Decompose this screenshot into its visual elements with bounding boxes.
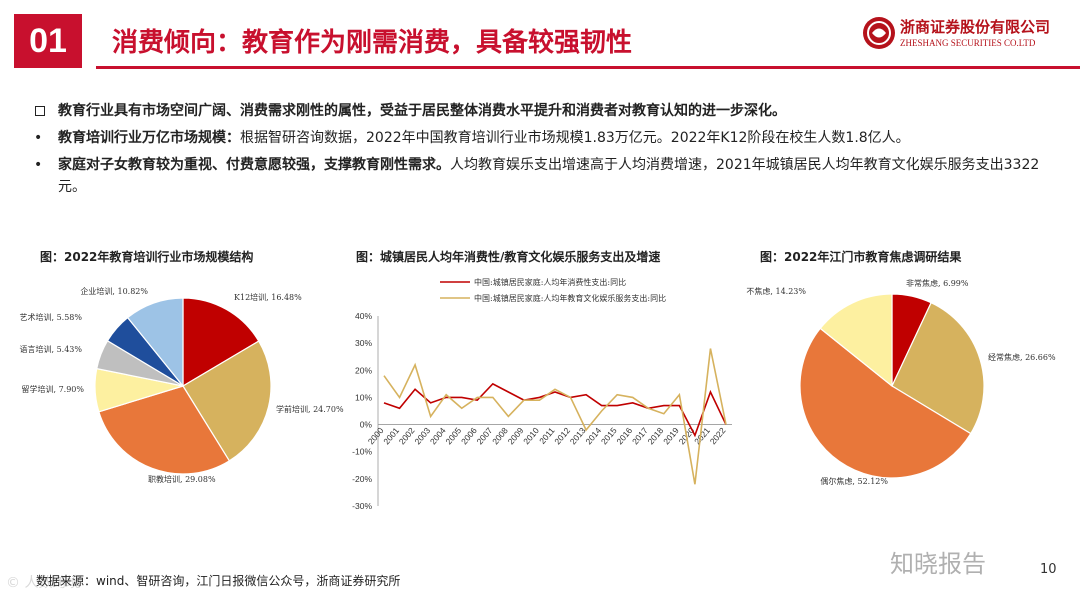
square-bullet-icon — [35, 106, 45, 116]
anxiety-survey-pie-chart: 非常焦虑, 6.99% 经常焦虑, 26.66% 偶尔焦虑, 52.12% 不焦虑, … — [746, 278, 1056, 486]
watermark-right: 知晓报告 — [890, 550, 986, 578]
bullet-bold-text: 教育行业具有市场空间广阔、消费需求刚性的属性，受益于居民整体消费水平提升和消费者… — [58, 103, 786, 119]
bullet-text: 人均教育娱乐支出增速高于人均消费增速，2021年城镇居民人均年教育文化娱乐服务支… — [58, 157, 1040, 195]
pie-slice — [98, 385, 231, 475]
spending-growth-line-chart: 中国:城镇居民家庭:人均年消费性支出:同比中国:城镇居民家庭:人均年教育文化娱乐… — [352, 277, 732, 511]
pie-slice-label: 留学培训, 7.90% — [22, 384, 85, 394]
x-tick-label: 2010 — [521, 425, 541, 446]
pie-slice — [182, 340, 272, 462]
bullet-bold-text: 家庭对子女教育较为重视、付费意愿较强，支撑教育刚性需求。 — [58, 157, 450, 173]
x-tick-label: 2014 — [583, 425, 603, 446]
y-tick-label: 10% — [355, 392, 372, 402]
bullet-item: • 教育培训行业万亿市场规模：根据智研咨询数据，2022年中国教育培训行业市场规… — [34, 127, 1050, 149]
series-line — [383, 348, 727, 485]
page-number: 10 — [1040, 562, 1057, 577]
y-tick-label: -20% — [352, 474, 372, 484]
logo-english-name: ZHESHANG SECURITIES CO.LTD — [900, 38, 1036, 48]
y-tick-label: 20% — [355, 365, 372, 375]
x-tick-label: 2003 — [412, 425, 432, 446]
pie-slice-label: 偶尔焦虑, 52.12% — [820, 476, 888, 486]
logo-chinese-name: 浙商证券股份有限公司 — [900, 18, 1051, 36]
x-tick-label: 2016 — [614, 425, 634, 446]
pie-slice-label: 不焦虑, 14.23% — [746, 286, 806, 296]
bullet-item: • 家庭对子女教育较为重视、付费意愿较强，支撑教育刚性需求。人均教育娱乐支出增速… — [34, 154, 1050, 198]
watermark-left: © 人数跨境 — [6, 575, 81, 591]
pie-slice — [819, 293, 893, 388]
x-tick-label: 2009 — [506, 425, 526, 446]
pie-slice-label: 艺术培训, 5.58% — [20, 312, 83, 322]
x-tick-label: 2022 — [708, 425, 728, 446]
y-tick-label: 30% — [355, 338, 372, 348]
dot-bullet-icon: • — [34, 157, 43, 173]
x-tick-label: 2002 — [397, 425, 417, 446]
chart-title-anxiety-survey: 图：2022年江门市教育焦虑调研结果 — [760, 250, 962, 264]
chart-title-spending-growth: 图：城镇居民人均年消费性/教育文化娱乐服务支出及增速 — [356, 250, 661, 264]
series-line — [383, 382, 727, 438]
x-tick-label: 2017 — [630, 425, 650, 446]
bullet-bold-text: 教育培训行业万亿市场规模： — [58, 130, 240, 146]
pie-slice-label: 企业培训, 10.82% — [80, 286, 148, 296]
x-tick-label: 2007 — [475, 425, 495, 446]
pie-slice — [799, 327, 972, 479]
pie-slice — [182, 297, 260, 388]
pie-slice — [126, 297, 184, 388]
market-structure-pie-chart: K12培训, 16.48% 学前培训, 24.70% 职教培训, 29.08% 留学培… — [20, 286, 344, 484]
bullet-text: 根据智研咨询数据，2022年中国教育培训行业市场规模1.83万亿元。2022年K… — [240, 130, 910, 146]
x-tick-label: 2006 — [459, 425, 479, 446]
x-tick-label: 2004 — [428, 425, 448, 446]
page-title: 消费倾向：教育作为刚需消费，具备较强韧性 — [112, 28, 633, 58]
bullet-list: 教育行业具有市场空间广阔、消费需求刚性的属性，受益于居民整体消费水平提升和消费者… — [34, 100, 1050, 203]
dot-bullet-icon: • — [34, 130, 43, 146]
section-number-badge: 01 — [14, 14, 82, 68]
y-tick-label: 0% — [360, 420, 373, 430]
x-tick-label: 2015 — [599, 425, 619, 446]
x-tick-label: 2012 — [552, 425, 572, 446]
x-tick-label: 2018 — [646, 425, 666, 446]
y-tick-label: -10% — [352, 447, 372, 457]
pie-slice — [891, 301, 985, 435]
y-tick-label: -30% — [352, 501, 372, 511]
pie-slice-label: 职教培训, 29.08% — [148, 474, 216, 484]
y-tick-label: 40% — [355, 311, 372, 321]
title-divider — [96, 66, 1080, 69]
pie-slice-label: 学前培训, 24.70% — [276, 404, 344, 414]
x-tick-label: 2005 — [443, 425, 463, 446]
pie-slice-label: 语言培训, 5.43% — [20, 344, 83, 354]
legend-label: 中国:城镇居民家庭:人均年教育文化娱乐服务支出:同比 — [474, 293, 666, 303]
x-tick-label: 2008 — [490, 425, 510, 446]
pie-slice-label: K12培训, 16.48% — [234, 292, 302, 302]
logo-mark-icon — [863, 17, 895, 49]
bullet-item: 教育行业具有市场空间广阔、消费需求刚性的属性，受益于居民整体消费水平提升和消费者… — [34, 100, 1050, 122]
x-tick-label: 2001 — [381, 425, 401, 446]
data-source-note: 数据来源：wind、智研咨询，江门日报微信公众号，浙商证券研究所 — [36, 574, 401, 588]
pie-slice-label: 非常焦虑, 6.99% — [906, 278, 969, 288]
company-logo: 浙商证券股份有限公司 ZHESHANG SECURITIES CO.LTD — [862, 14, 1062, 58]
pie-slice-label: 经常焦虑, 26.66% — [988, 352, 1056, 362]
chart-title-market-structure: 图：2022年教育培训行业市场规模结构 — [40, 250, 254, 264]
x-tick-label: 2011 — [537, 425, 557, 446]
x-tick-label: 2019 — [661, 425, 681, 446]
legend-label: 中国:城镇居民家庭:人均年消费性支出:同比 — [474, 277, 626, 287]
